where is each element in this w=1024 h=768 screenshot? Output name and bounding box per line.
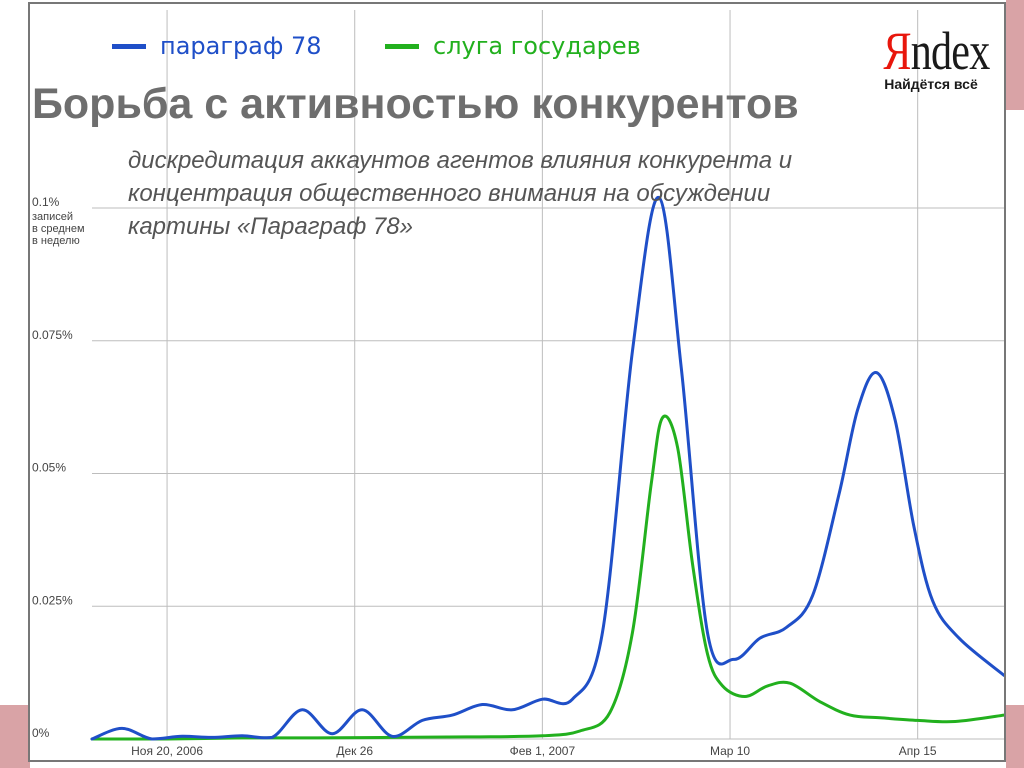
legend-item-paragraf-78: параграф 78	[112, 31, 322, 61]
y-tick-label: 0.05%	[32, 461, 66, 475]
legend-label-paragraf-78: параграф 78	[160, 32, 322, 60]
x-axis-labels: Ноя 20, 2006 Дек 26 Фев 1, 2007 Мар 10 Апр 1…	[131, 744, 937, 758]
x-tick-label: Дек 26	[336, 744, 373, 758]
series-line-sluga-gosudarev	[90, 414, 1004, 741]
legend-swatch-sluga-gosudarev	[385, 43, 419, 49]
corner-decoration-bottom-right	[1006, 705, 1024, 768]
subtitle-line-2: концентрация общественного внимания на о…	[128, 180, 771, 207]
y-tick-label: 0.025%	[32, 593, 73, 607]
slide-subtitle: дискредитация аккаунтов агентов влияния …	[128, 144, 898, 243]
y-tick-label: 0%	[32, 726, 50, 740]
subtitle-line-3: картины «Параграф 78»	[128, 213, 413, 240]
legend-label-sluga-gosudarev: слуга государев	[433, 32, 641, 60]
y-axis-unit-label: в неделю	[32, 235, 80, 247]
x-tick-label: Фев 1, 2007	[510, 744, 576, 758]
y-tick-label: 0.075%	[32, 328, 73, 342]
corner-decoration-bottom-left	[0, 705, 30, 768]
legend-item-sluga-gosudarev: слуга государев	[385, 31, 641, 61]
legend-swatch-paragraf-78	[112, 43, 146, 49]
series-layer	[90, 195, 1004, 741]
subtitle-line-1: дискредитация аккаунтов агентов влияния …	[128, 147, 793, 174]
y-axis-unit-label: записей	[32, 211, 73, 223]
logo-wordmark: Яndex	[883, 21, 990, 81]
x-tick-label: Ноя 20, 2006	[131, 744, 203, 758]
y-tick-label: 0.1%	[32, 195, 60, 209]
chart-frame: 0% 0.025% 0.05% 0.075% 0.1% записей в среднем в…	[28, 2, 1006, 762]
series-line-paragraf-78	[90, 195, 1004, 741]
slide-title: Борьба с активностью конкурентов	[32, 80, 799, 128]
logo-tagline: Найдётся всё	[884, 76, 978, 92]
y-axis-unit-label: в среднем	[32, 223, 85, 235]
logo-first-letter: Я	[883, 21, 911, 81]
corner-decoration-top-right	[1006, 0, 1024, 110]
logo-rest: ndex	[910, 21, 991, 81]
yandex-logo: Яndex Найдётся всё	[870, 22, 992, 92]
x-tick-label: Мар 10	[710, 744, 750, 758]
x-tick-label: Апр 15	[899, 744, 937, 758]
